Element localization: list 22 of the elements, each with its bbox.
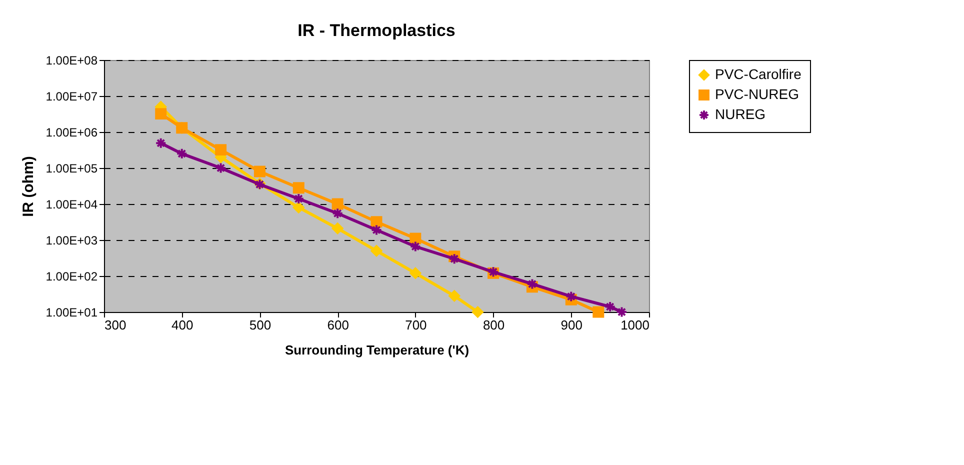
y-tick-label: 1.00E+02: [46, 270, 98, 284]
legend-label: PVC-NUREG: [715, 86, 800, 102]
y-tick-label: 1.00E+08: [46, 54, 98, 68]
y-tick-label: 1.00E+01: [46, 306, 98, 320]
legend-label: PVC-Carolfire: [715, 66, 802, 82]
chart-title: IR - Thermoplastics: [298, 21, 456, 40]
x-tick-label: 500: [249, 318, 272, 332]
x-tick-label: 800: [482, 318, 505, 332]
x-tick-label: 1000: [620, 318, 650, 332]
x-axis-title: Surrounding Temperature ('K): [284, 342, 470, 358]
x-tick-label: 700: [405, 318, 427, 332]
x-tick-label: 600: [327, 318, 349, 332]
x-tick-label: 900: [560, 318, 582, 332]
y-tick-label: 1.00E+04: [46, 198, 98, 212]
y-axis-title: IR (ohm): [20, 156, 37, 217]
y-tick-label: 1.00E+03: [46, 234, 98, 248]
y-tick-label: 1.00E+05: [46, 162, 98, 176]
y-tick-label: 1.00E+07: [46, 90, 98, 104]
y-tick-label: 1.00E+06: [46, 126, 98, 140]
x-tick-label: 400: [172, 318, 194, 332]
legend-label: NUREG: [715, 106, 766, 122]
x-tick-label: 300: [104, 318, 126, 332]
